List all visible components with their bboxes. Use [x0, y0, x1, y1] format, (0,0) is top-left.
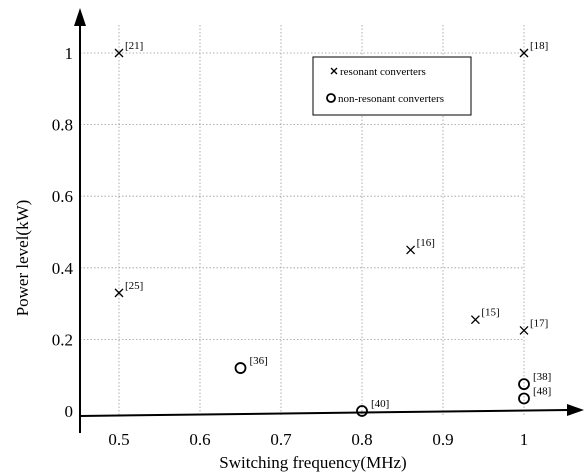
resonant-point-5: [17]	[519, 317, 548, 335]
y-axis-title: Power level(kW)	[13, 200, 32, 317]
legend-box	[312, 56, 472, 116]
y-tick-label: 0.8	[52, 116, 73, 135]
legend-label: non-resonant converters	[338, 93, 444, 105]
resonant-point-2: [16]	[406, 237, 435, 255]
resonant-point-4: [15]	[470, 307, 500, 325]
tick-labels: 0.5 0.6 0.7 0.8 0.9 1 0 0.2 0.4 0.6 0.8 1	[52, 44, 529, 449]
legend-label: resonant converters	[340, 66, 426, 78]
grid-lines	[80, 25, 525, 416]
x-tick-label: 0.6	[189, 430, 210, 449]
non-resonant-point-2: [38]	[518, 371, 551, 391]
y-tick-label: 0.6	[52, 187, 73, 206]
resonant-point-1: [18]	[519, 40, 548, 58]
x-axis-title: Switching frequency(MHz)	[219, 453, 406, 472]
x-tick-label: 0.5	[108, 430, 129, 449]
point-label: [15]	[481, 307, 499, 319]
x-tick-label: 0.8	[351, 430, 372, 449]
point-label: [17]	[530, 317, 548, 329]
y-tick-label: 0	[65, 402, 74, 421]
y-tick-label: 0.2	[52, 330, 73, 349]
point-label: [38]	[533, 371, 551, 383]
point-label: [21]	[125, 40, 143, 52]
non-resonant-point-3: [48]	[518, 385, 551, 405]
non-resonant-point-1: [40]	[356, 398, 389, 417]
point-label: [48]	[533, 385, 551, 397]
point-label: [25]	[125, 280, 143, 292]
axes	[74, 8, 584, 433]
x-axis-line	[79, 409, 569, 417]
x-tick-label: 0.9	[432, 430, 453, 449]
data-points: [21] [18] [16] [25] [15] [17] [36] [40] [38] [48]	[114, 40, 551, 417]
non-resonant-point-0: [36]	[234, 355, 268, 374]
resonant-point-0: [21]	[114, 40, 143, 58]
y-tick-label: 1	[65, 44, 74, 63]
x-tick-label: 0.7	[270, 430, 292, 449]
legend: resonant converters non-resonant converte…	[312, 56, 472, 116]
resonant-point-3: [25]	[114, 280, 143, 298]
point-label: [16]	[417, 237, 435, 249]
point-label: [40]	[371, 398, 389, 410]
y-axis-arrow	[74, 8, 86, 26]
legend-item-non-resonant: non-resonant converters	[326, 93, 444, 105]
legend-item-resonant: resonant converters	[330, 66, 426, 78]
x-tick-label: 1	[520, 430, 529, 449]
point-label: [36]	[250, 355, 268, 367]
point-label: [18]	[530, 40, 548, 52]
x-axis-arrow	[567, 404, 584, 416]
y-tick-label: 0.4	[52, 259, 74, 278]
